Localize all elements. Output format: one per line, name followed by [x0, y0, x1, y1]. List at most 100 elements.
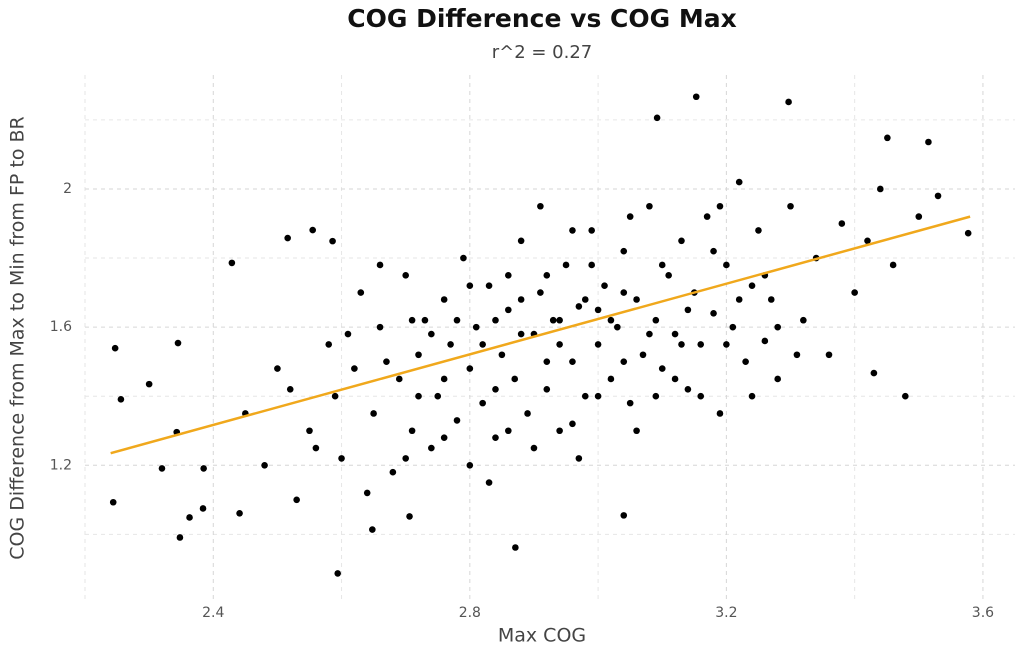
point [620, 289, 628, 296]
point [485, 282, 493, 289]
point [517, 237, 525, 245]
point [505, 427, 512, 435]
point [383, 358, 390, 365]
point [925, 138, 932, 146]
point [466, 461, 474, 469]
point [109, 498, 117, 506]
chart-subtitle: r^2 = 0.27 [492, 42, 593, 63]
point [653, 114, 661, 122]
point [838, 220, 846, 227]
point [684, 306, 692, 314]
point [710, 310, 717, 317]
point [614, 323, 621, 331]
point [723, 341, 730, 348]
point [556, 341, 563, 348]
point [934, 192, 942, 200]
point [692, 93, 700, 101]
point [626, 213, 634, 220]
point [472, 323, 480, 331]
point [344, 330, 352, 338]
point [620, 247, 628, 255]
point [864, 237, 871, 245]
point [479, 341, 486, 348]
point [309, 226, 316, 234]
point [158, 465, 166, 472]
point [851, 289, 858, 296]
point [755, 227, 762, 234]
point [428, 330, 435, 338]
point [415, 392, 422, 400]
point [877, 185, 884, 193]
y-tick-label: 1.6 [50, 319, 72, 335]
point [729, 323, 737, 331]
point [517, 330, 525, 338]
point [581, 296, 589, 303]
point [228, 259, 236, 267]
point [543, 358, 551, 365]
point [658, 365, 666, 372]
point [460, 254, 467, 262]
point [338, 455, 345, 462]
point [767, 296, 775, 303]
x-tick-label: 3.6 [972, 605, 994, 621]
point [293, 496, 300, 504]
point [312, 444, 320, 452]
trend-line [110, 215, 971, 455]
point [684, 386, 692, 393]
point [735, 178, 743, 186]
point [594, 306, 602, 314]
point [588, 227, 595, 234]
point [402, 455, 409, 462]
point [306, 427, 313, 435]
y-tick-label: 2 [63, 181, 72, 197]
point [716, 202, 724, 210]
point [735, 296, 743, 303]
point [453, 417, 461, 424]
point [537, 289, 544, 296]
point [703, 213, 711, 220]
point [395, 375, 403, 383]
point [748, 282, 756, 289]
point [620, 358, 628, 365]
point [428, 444, 435, 452]
point [697, 341, 705, 348]
x-axis-title: Max COG [498, 625, 586, 647]
chart-title: COG Difference vs COG Max [347, 4, 737, 33]
point [569, 227, 576, 234]
point [406, 513, 413, 520]
point [825, 351, 833, 359]
point [652, 316, 660, 324]
point [556, 316, 563, 324]
point [723, 261, 730, 269]
point [466, 282, 474, 289]
grid [84, 75, 1015, 600]
point [671, 375, 679, 383]
point [870, 369, 878, 377]
point [512, 544, 519, 551]
point [569, 358, 576, 365]
point [678, 237, 685, 245]
x-tick-label: 3.2 [715, 605, 737, 621]
point [485, 479, 493, 486]
point [902, 392, 909, 400]
point [639, 351, 647, 359]
point [511, 375, 519, 383]
point [331, 392, 339, 400]
point [434, 392, 442, 400]
point [588, 261, 595, 269]
point [176, 534, 184, 541]
point [537, 202, 544, 210]
point [274, 365, 281, 372]
point [408, 316, 416, 324]
point [787, 202, 794, 210]
point [549, 316, 557, 324]
point [261, 461, 268, 469]
point [607, 375, 615, 383]
point [174, 339, 182, 347]
point [376, 323, 384, 331]
point [543, 386, 551, 393]
point [284, 234, 291, 242]
point [389, 468, 397, 476]
